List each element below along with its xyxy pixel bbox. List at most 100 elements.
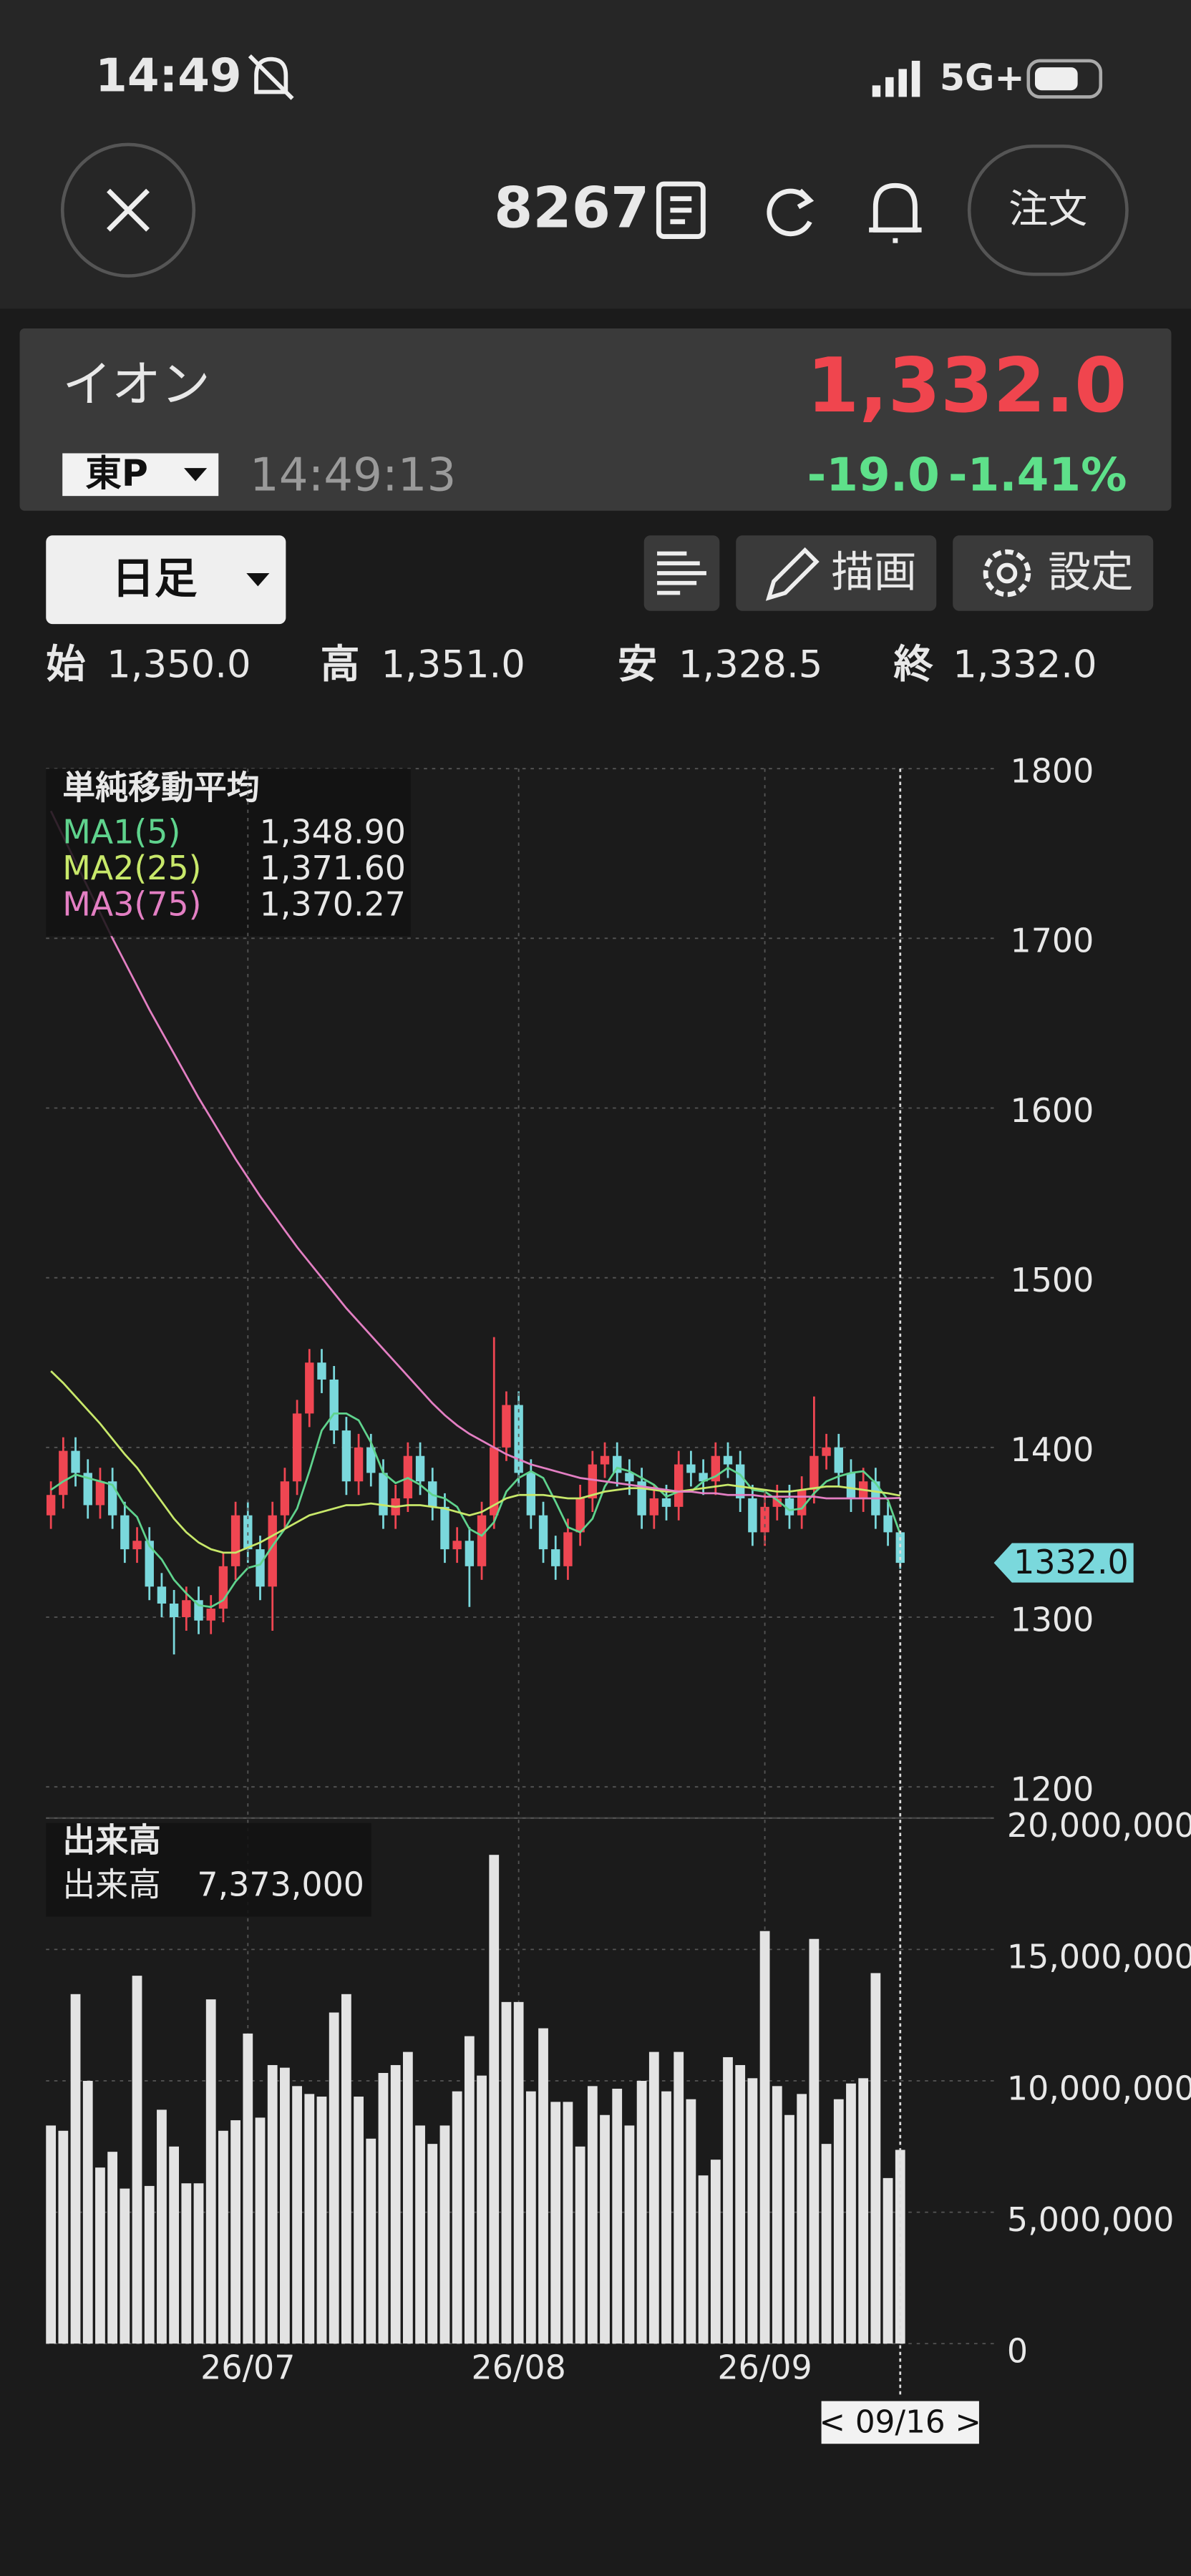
draw-button[interactable]: 描画 xyxy=(736,535,937,611)
volume-bar xyxy=(366,2138,376,2344)
refresh-button[interactable] xyxy=(767,188,815,237)
candle-body xyxy=(305,1362,314,1414)
candle-body xyxy=(613,1455,622,1473)
x-tick-label: 26/09 xyxy=(717,2348,812,2386)
battery-level xyxy=(1034,67,1078,91)
volume-bar xyxy=(833,2099,844,2344)
exchange-label[interactable]: 東P xyxy=(85,452,147,494)
candle-body xyxy=(280,1481,290,1516)
candle-body xyxy=(883,1515,893,1533)
candle-body xyxy=(625,1473,634,1482)
exchange-selector[interactable]: 東P xyxy=(62,452,219,497)
candle-body xyxy=(588,1464,598,1498)
volume-bar xyxy=(784,2114,794,2344)
legend-entry: 出来高 xyxy=(62,1865,161,1904)
y-tick-label: 20,000,000 xyxy=(1007,1806,1191,1845)
candle-body xyxy=(59,1450,68,1496)
volume-bar xyxy=(132,1976,142,2344)
ohlc-label: 終 xyxy=(894,641,934,687)
volume-bar xyxy=(58,2130,69,2344)
last-price: 1,332.0 xyxy=(807,341,1127,429)
volume-bar xyxy=(846,2083,856,2344)
y-tick-label: 1600 xyxy=(1011,1091,1094,1130)
candle-body xyxy=(772,1498,782,1507)
volume-bar xyxy=(513,2001,524,2344)
volume-bar xyxy=(525,2091,536,2344)
candle-body xyxy=(797,1490,807,1516)
candle-body xyxy=(735,1464,745,1498)
ohlc-label: 安 xyxy=(618,641,657,687)
settings-label[interactable]: 設定 xyxy=(1048,548,1133,597)
order-label[interactable]: 注文 xyxy=(1008,186,1087,232)
volume-bar xyxy=(181,2183,192,2344)
volume-bar xyxy=(316,2097,327,2344)
volume-bar xyxy=(205,1999,216,2344)
candle-body xyxy=(379,1473,388,1516)
y-tick-label: 1500 xyxy=(1011,1261,1094,1299)
legend-entry: MA3(75) xyxy=(62,884,201,923)
volume-bar xyxy=(95,2167,105,2344)
volume-bar xyxy=(477,2075,487,2344)
memo-button[interactable] xyxy=(656,181,706,239)
volume-bar xyxy=(402,2051,413,2344)
volume-bar xyxy=(661,2091,671,2344)
candle-body xyxy=(83,1473,92,1506)
volume-bar xyxy=(304,2094,315,2344)
volume-bar xyxy=(747,2078,758,2344)
volume-bar xyxy=(255,2117,266,2344)
y-tick-label: 1200 xyxy=(1011,1770,1094,1809)
candle-body xyxy=(206,1609,215,1621)
ohlc-value: 1,351.0 xyxy=(381,643,525,686)
mute-icon xyxy=(248,54,294,100)
volume-bar xyxy=(797,2094,807,2344)
order-button[interactable]: 注文 xyxy=(967,144,1129,276)
volume-bar xyxy=(612,2089,623,2344)
y-tick-label: 1700 xyxy=(1011,922,1094,960)
draw-label[interactable]: 描画 xyxy=(831,548,916,597)
candle-body xyxy=(637,1481,646,1516)
candle-body xyxy=(132,1541,142,1550)
candle-body xyxy=(366,1447,376,1473)
volume-bar xyxy=(686,2099,696,2344)
candle-body xyxy=(822,1447,831,1456)
volume-bar xyxy=(538,2028,548,2344)
price-tag xyxy=(993,1543,1134,1583)
candle-body xyxy=(354,1447,364,1482)
quote-time: 14:49:13 xyxy=(250,448,457,502)
period-selector[interactable]: 日足 xyxy=(46,535,286,625)
signal-icon xyxy=(872,60,920,97)
settings-button[interactable]: 設定 xyxy=(953,535,1154,611)
volume-bar xyxy=(267,2064,278,2344)
candle-body xyxy=(182,1600,191,1617)
y-tick-label: 1300 xyxy=(1011,1600,1094,1639)
close-button[interactable] xyxy=(60,142,196,278)
volume-bar xyxy=(858,2078,869,2344)
candle-body xyxy=(120,1515,130,1550)
volume-bar xyxy=(120,2188,130,2344)
volume-bar xyxy=(193,2183,204,2344)
legend-value: 1,348.90 xyxy=(260,812,406,851)
alert-button[interactable] xyxy=(869,182,922,243)
y-tick-label: 0 xyxy=(1007,2332,1028,2371)
candle-body xyxy=(723,1455,733,1465)
candle-body xyxy=(834,1447,843,1473)
volume-bar xyxy=(452,2091,462,2344)
volume-bar xyxy=(144,2185,155,2344)
ohlc-label: 始 xyxy=(46,641,85,687)
volume-bar xyxy=(809,1938,820,2344)
order-book-button[interactable] xyxy=(643,535,720,611)
volume-bar xyxy=(772,2086,782,2344)
network-label: 5G+ xyxy=(940,57,1025,99)
volume-bar xyxy=(70,1994,81,2344)
candle-body xyxy=(760,1506,769,1533)
candle-body xyxy=(575,1498,585,1533)
y-tick-label: 1800 xyxy=(1011,752,1094,791)
period-label[interactable]: 日足 xyxy=(112,555,198,604)
candle-body xyxy=(440,1506,449,1550)
cursor-label-box xyxy=(821,2401,979,2444)
candle-body xyxy=(895,1532,905,1563)
volume-bar xyxy=(624,2125,635,2344)
volume-bar xyxy=(883,2177,893,2344)
volume-bar xyxy=(218,2130,228,2344)
